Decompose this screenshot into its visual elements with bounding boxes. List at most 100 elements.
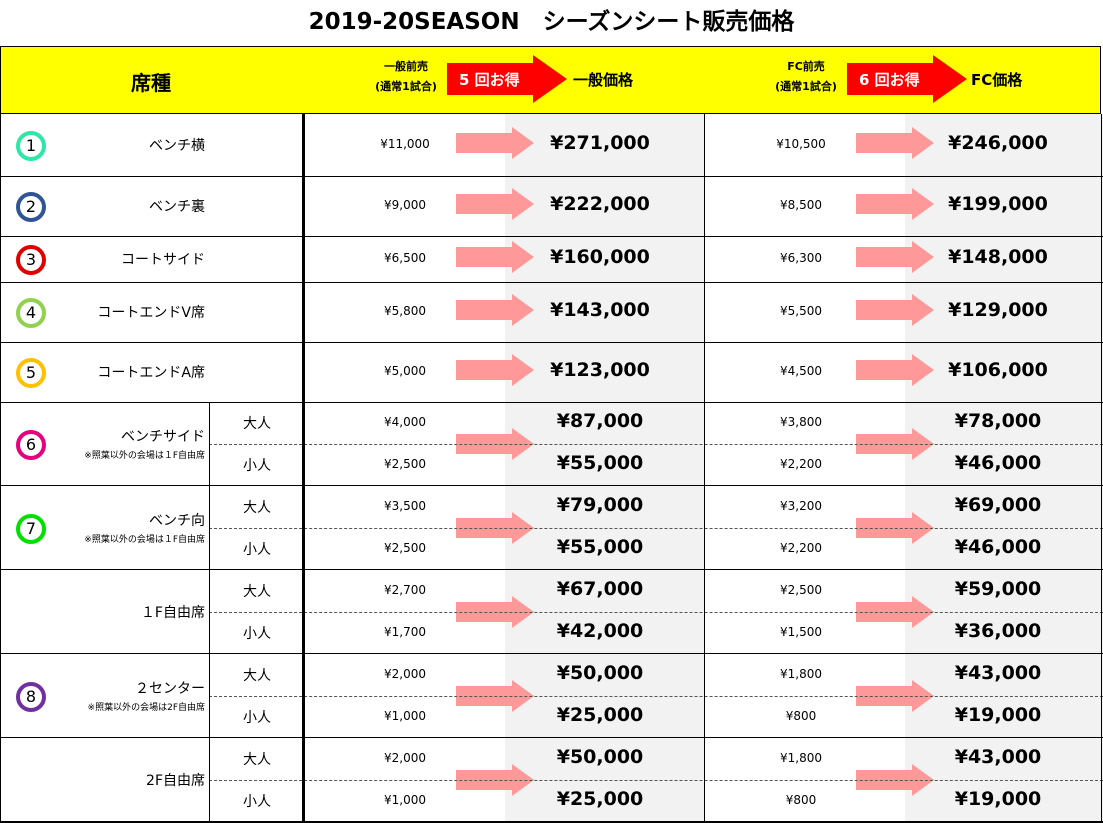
general-season-price: ¥271,000	[550, 132, 650, 154]
fc-pre-price-child: ¥800	[785, 793, 817, 807]
seat-name: ベンチ向	[149, 513, 205, 529]
fc-season-price-child: ¥46,000	[954, 536, 1042, 558]
age-column-divider	[209, 654, 210, 738]
fc-season-price: ¥106,000	[948, 359, 1048, 381]
general-season-price-child: ¥25,000	[556, 704, 644, 726]
age-child: 小人	[243, 710, 271, 726]
general-season-price: ¥143,000	[550, 299, 650, 321]
age-adult: 大人	[243, 416, 271, 432]
right-border	[1101, 114, 1102, 823]
fc-pre-price: ¥10,500	[776, 137, 826, 151]
seat-number-badge: 8	[16, 682, 46, 712]
general-season-price-adult: ¥87,000	[556, 410, 644, 432]
general-pre-price: ¥5,800	[384, 304, 426, 318]
general-price-shade	[505, 114, 704, 823]
general-gain-arrow: 5 回お得	[447, 55, 567, 103]
general-pre-header: 一般前売 (通常1試合)	[366, 57, 446, 97]
general-pre-price: ¥5,000	[384, 364, 426, 378]
general-pre-price-child: ¥1,000	[384, 793, 426, 807]
fc-pre-price-child: ¥2,200	[780, 457, 822, 471]
general-season-price-adult: ¥50,000	[556, 662, 644, 684]
fc-season-price-adult: ¥43,000	[954, 662, 1042, 684]
red-arrow-icon	[447, 55, 567, 103]
pink-arrow-icon	[856, 188, 934, 220]
pink-arrow-icon	[856, 294, 934, 326]
name-column-divider	[302, 114, 305, 823]
age-child: 小人	[243, 794, 271, 810]
general-pre-price-adult: ¥4,000	[384, 415, 426, 429]
general-pre-price-adult: ¥3,500	[384, 499, 426, 513]
general-pre-price-adult: ¥2,000	[384, 751, 426, 765]
seat-name: ベンチ横	[149, 138, 205, 154]
row-divider	[0, 236, 1103, 237]
seat-name: 2F自由席	[146, 773, 205, 789]
general-pre-price-child: ¥2,500	[384, 457, 426, 471]
age-child: 小人	[243, 458, 271, 474]
seat-number-badge: 1	[16, 131, 46, 161]
sub-row-divider	[209, 528, 1103, 529]
seat-name: ベンチ裏	[149, 199, 205, 215]
general-pre-price-child: ¥1,000	[384, 709, 426, 723]
seat-name: ベンチサイド	[121, 429, 205, 445]
pink-arrow-icon	[456, 294, 534, 326]
fc-season-price-child: ¥19,000	[954, 704, 1042, 726]
fc-season-price: ¥246,000	[948, 132, 1048, 154]
age-child: 小人	[243, 542, 271, 558]
pink-arrow-icon	[456, 127, 534, 159]
age-column-divider	[209, 402, 210, 486]
general-pre-price: ¥11,000	[380, 137, 430, 151]
general-season-price-child: ¥55,000	[556, 536, 644, 558]
fc-season-price-adult: ¥69,000	[954, 494, 1042, 516]
seat-note: ※照葉以外の会場は１F自由席	[84, 535, 205, 545]
price-table: 1 ベンチ横 ¥11,000 ¥271,000 ¥10,500 ¥246,000 2 ベンチ裏…	[0, 114, 1103, 823]
sub-row-divider	[209, 780, 1103, 781]
age-column-divider	[209, 486, 210, 570]
page-title: 2019-20SEASON シーズンシート販売価格	[308, 9, 795, 35]
general-pre-price-child: ¥2,500	[384, 541, 426, 555]
fc-pre-price-adult: ¥3,800	[780, 415, 822, 429]
seat-number-badge: 5	[16, 358, 46, 388]
fc-season-price-child: ¥19,000	[954, 788, 1042, 810]
general-pre-price: ¥6,500	[384, 251, 426, 265]
general-pre-price: ¥9,000	[384, 198, 426, 212]
seat-note: ※照葉以外の会場は１F自由席	[84, 451, 205, 461]
seat-number-badge: 6	[16, 430, 46, 460]
fc-pre-price: ¥6,300	[780, 251, 822, 265]
fc-gain-label: 6 回お得	[859, 71, 920, 89]
fc-season-price-adult: ¥43,000	[954, 746, 1042, 768]
general-gain-label: 5 回お得	[459, 71, 520, 89]
fc-pre-price: ¥4,500	[780, 364, 822, 378]
fc-pre-price-adult: ¥2,500	[780, 583, 822, 597]
pink-arrow-icon	[456, 188, 534, 220]
general-season-price-adult: ¥50,000	[556, 746, 644, 768]
sub-row-divider	[209, 444, 1103, 445]
row-divider	[0, 402, 1103, 403]
fc-pre-sub: (通常1試合)	[775, 80, 837, 93]
general-pre-price-adult: ¥2,000	[384, 667, 426, 681]
category-header: 席種	[131, 71, 171, 95]
row-divider	[0, 342, 1103, 343]
fc-season-price-child: ¥36,000	[954, 620, 1042, 642]
fc-season-price: ¥148,000	[948, 246, 1048, 268]
pink-arrow-icon	[456, 354, 534, 386]
fc-season-price: ¥199,000	[948, 193, 1048, 215]
seat-number-badge: 4	[16, 298, 46, 328]
fc-gain-arrow: 6 回お得	[847, 55, 967, 103]
general-pre-label: 一般前売	[384, 60, 428, 73]
seat-name: １F自由席	[140, 605, 205, 621]
seat-number-badge: 7	[16, 514, 46, 544]
row-divider	[0, 653, 1103, 654]
general-season-price-adult: ¥79,000	[556, 494, 644, 516]
sub-row-divider	[209, 612, 1103, 613]
pink-arrow-icon	[456, 241, 534, 273]
fc-pre-price: ¥8,500	[780, 198, 822, 212]
row-divider	[0, 737, 1103, 738]
red-arrow-icon	[847, 55, 967, 103]
general-season-price-child: ¥42,000	[556, 620, 644, 642]
general-season-price: ¥123,000	[550, 359, 650, 381]
row-divider	[0, 176, 1103, 177]
sub-row-divider	[209, 696, 1103, 697]
general-season-price-adult: ¥67,000	[556, 578, 644, 600]
fc-pre-header: FC前売 (通常1試合)	[766, 57, 846, 97]
age-column-divider	[209, 570, 210, 654]
